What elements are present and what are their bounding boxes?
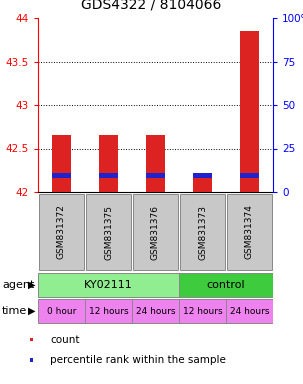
Text: count: count xyxy=(50,334,80,345)
Bar xyxy=(227,194,272,270)
Bar xyxy=(180,194,225,270)
Bar xyxy=(133,194,178,270)
Bar xyxy=(132,299,179,323)
Text: 0 hour: 0 hour xyxy=(47,306,76,316)
Text: agent: agent xyxy=(2,280,34,290)
Bar xyxy=(179,273,273,297)
Bar xyxy=(146,136,165,192)
Text: GSM831375: GSM831375 xyxy=(104,205,113,260)
Bar xyxy=(146,173,165,178)
Text: GSM831376: GSM831376 xyxy=(151,205,160,260)
Bar xyxy=(30,358,33,362)
Text: percentile rank within the sample: percentile rank within the sample xyxy=(50,355,226,365)
Text: time: time xyxy=(2,306,27,316)
Bar xyxy=(39,194,84,270)
Text: control: control xyxy=(207,280,245,290)
Text: 24 hours: 24 hours xyxy=(136,306,175,316)
Text: KY02111: KY02111 xyxy=(84,280,133,290)
Text: 24 hours: 24 hours xyxy=(230,306,269,316)
Bar xyxy=(52,136,71,192)
Bar xyxy=(38,299,85,323)
Text: GSM831372: GSM831372 xyxy=(57,205,66,260)
Bar xyxy=(99,173,118,178)
Bar xyxy=(38,273,179,297)
Bar xyxy=(193,175,212,192)
Text: GSM831374: GSM831374 xyxy=(245,205,254,260)
Text: GDS4322 / 8104066: GDS4322 / 8104066 xyxy=(81,0,222,12)
Bar xyxy=(179,299,226,323)
Bar xyxy=(193,173,212,178)
Text: ▶: ▶ xyxy=(28,306,36,316)
Bar xyxy=(226,299,273,323)
Bar xyxy=(240,31,259,192)
Bar xyxy=(86,194,131,270)
Text: GSM831373: GSM831373 xyxy=(198,205,207,260)
Text: 12 hours: 12 hours xyxy=(89,306,128,316)
Bar xyxy=(52,173,71,178)
Bar xyxy=(85,299,132,323)
Text: 12 hours: 12 hours xyxy=(183,306,222,316)
Bar xyxy=(30,338,33,341)
Text: ▶: ▶ xyxy=(28,280,36,290)
Bar xyxy=(240,173,259,178)
Bar xyxy=(99,136,118,192)
